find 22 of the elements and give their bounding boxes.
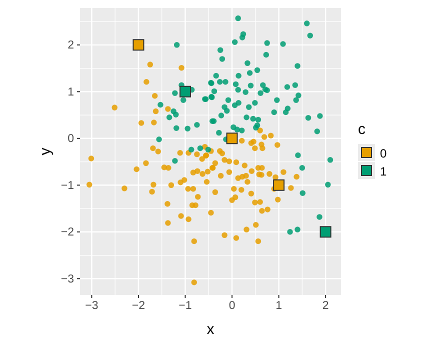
legend-label: 0 <box>380 146 387 160</box>
legend-title: c <box>358 121 366 138</box>
y-tick-label: 0 <box>68 133 74 146</box>
y-tick-label: −3 <box>60 273 74 286</box>
point <box>132 39 144 51</box>
legend-label: 1 <box>380 164 387 178</box>
x-axis-title: x <box>206 321 215 338</box>
x-tick-label: −1 <box>178 300 192 312</box>
y-axis-title: y <box>37 147 54 156</box>
y-tick-label: −2 <box>60 226 74 239</box>
point <box>273 179 285 191</box>
y-tick-label: 2 <box>68 40 74 52</box>
x-tick-label: 0 <box>228 300 236 312</box>
y-tick-label: −1 <box>60 180 74 192</box>
x-tick-label: 2 <box>322 300 329 312</box>
point <box>226 132 238 144</box>
x-tick-label: −3 <box>85 300 98 312</box>
x-tick-label: −2 <box>132 300 146 312</box>
point <box>320 226 332 238</box>
x-tick-label: 1 <box>276 300 282 312</box>
point <box>180 86 191 98</box>
y-tick-label: 1 <box>68 86 74 98</box>
